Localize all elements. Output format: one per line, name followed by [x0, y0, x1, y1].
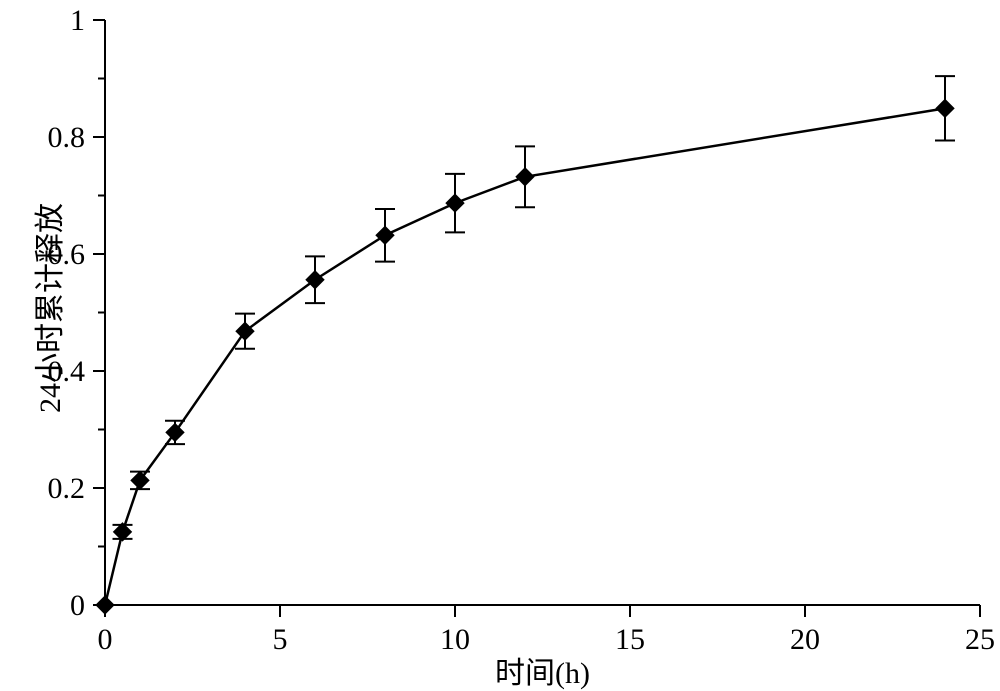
data-marker — [236, 322, 254, 340]
y-tick-label: 0 — [70, 589, 85, 622]
x-tick-label: 0 — [98, 623, 113, 656]
y-tick-label: 1 — [70, 4, 85, 37]
y-tick-label: 0.2 — [48, 472, 86, 505]
data-marker — [306, 271, 324, 289]
data-marker — [131, 471, 149, 489]
data-marker — [446, 194, 464, 212]
x-tick-label: 15 — [615, 623, 645, 656]
axes — [105, 20, 980, 605]
data-marker — [516, 168, 534, 186]
data-marker — [376, 226, 394, 244]
data-marker — [96, 596, 114, 614]
x-tick-label: 25 — [965, 623, 995, 656]
y-axis-title: 24小时累计释放 — [25, 203, 69, 413]
y-tick-label: 0.8 — [48, 121, 86, 154]
chart-container: 051015202500.20.40.60.81时间(h) 24小时累计释放 — [0, 0, 1000, 691]
data-marker — [936, 99, 954, 117]
x-tick-label: 20 — [790, 623, 820, 656]
chart-svg: 051015202500.20.40.60.81时间(h) — [0, 0, 1000, 691]
x-axis-title: 时间(h) — [495, 657, 590, 690]
x-tick-label: 10 — [440, 623, 470, 656]
x-tick-label: 5 — [273, 623, 288, 656]
data-marker — [166, 423, 184, 441]
